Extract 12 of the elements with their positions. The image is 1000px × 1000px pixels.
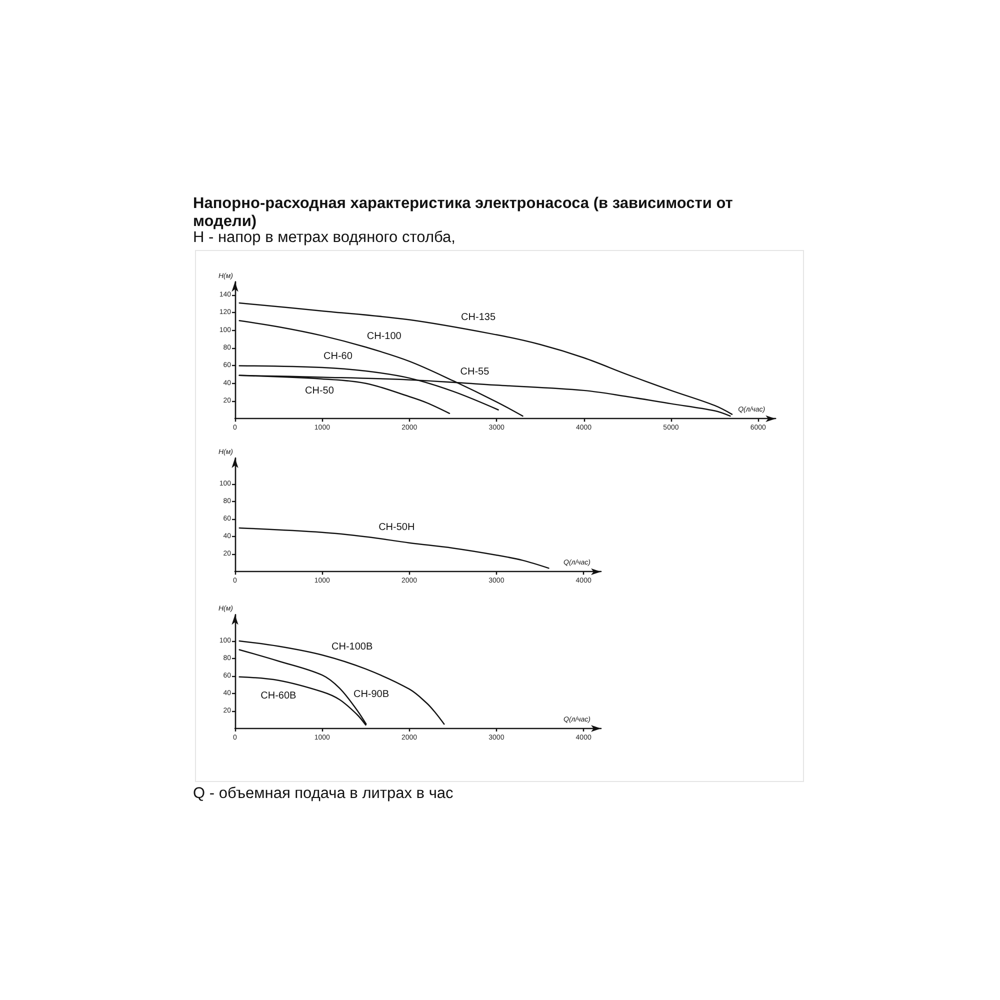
series-label: CH-90B — [353, 689, 390, 700]
series-label: CH-50H — [378, 522, 415, 534]
series-label: CH-60 — [324, 351, 353, 362]
series-label: CH-135 — [461, 312, 496, 324]
chart-title: Напорно-расходная характеристика электронасоса (в зависимости от модели) — [193, 195, 734, 230]
series-label: CH-100B — [332, 641, 373, 652]
series-label: CH-60B — [260, 690, 297, 702]
series-label: CH-50 — [305, 386, 334, 397]
chart-subtitle: H - напор в метрах водяного столба, — [193, 229, 456, 247]
series-label: CH-100 — [366, 331, 402, 342]
series-label: CH-55 — [460, 366, 490, 378]
text: Q - объемная подача в литрах в час — [193, 785, 454, 803]
